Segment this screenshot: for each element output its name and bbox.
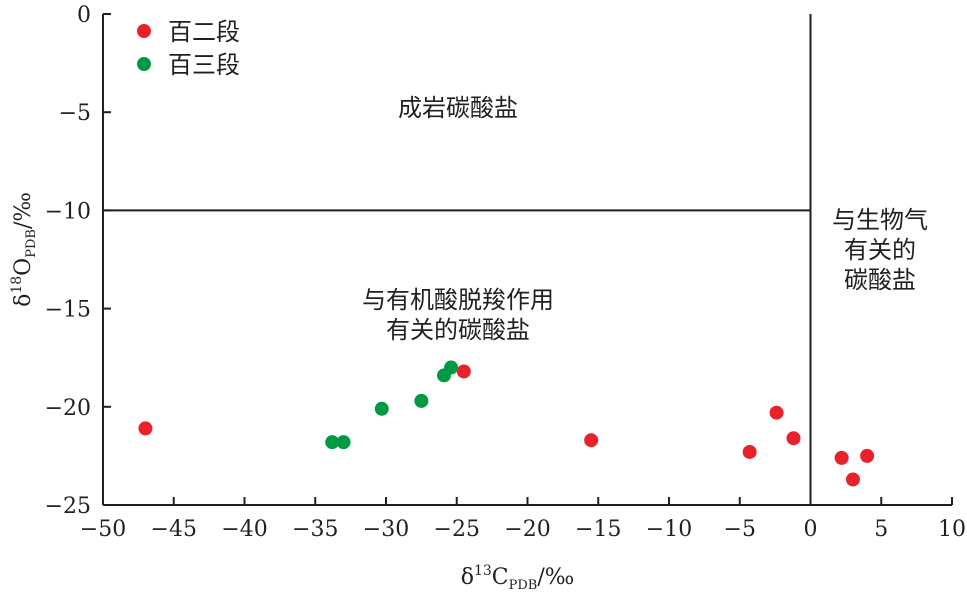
data-point-bai2 bbox=[138, 421, 153, 436]
legend-label: 百二段 bbox=[168, 18, 240, 46]
x-tick-label: −25 bbox=[434, 517, 480, 542]
x-axis-ticks: −50 −45 −40 −35 −30 −25 −20 −15 −10 −5 0 5 10 bbox=[80, 497, 966, 542]
x-tick-label: 10 bbox=[938, 517, 966, 542]
y-axis-title-sup: 18 bbox=[9, 276, 25, 294]
data-point-bai2 bbox=[786, 431, 801, 446]
y-tick-label: 0 bbox=[77, 3, 91, 28]
legend-marker bbox=[137, 24, 151, 38]
y-axis-title-sub: PDB bbox=[24, 229, 39, 258]
y-axis-ticks: 0 −5 −10 −15 −20 −25 bbox=[45, 3, 111, 519]
x-axis-title-sup: 13 bbox=[474, 563, 492, 579]
x-tick-label: −50 bbox=[80, 517, 126, 542]
y-tick-label: −15 bbox=[45, 298, 91, 323]
region-biogas-line: 碳酸盐 bbox=[844, 266, 916, 294]
region-biogas: 与生物气有关的碳酸盐 bbox=[832, 206, 928, 294]
legend-label: 百三段 bbox=[168, 51, 240, 79]
x-axis-title-unit: /‰ bbox=[537, 565, 574, 590]
x-tick-label: −30 bbox=[363, 517, 409, 542]
x-tick-label: −35 bbox=[292, 517, 338, 542]
data-point-bai2 bbox=[834, 450, 849, 465]
region-diagenetic-line: 成岩碳酸盐 bbox=[398, 94, 518, 122]
y-axis-title: δ18OPDB/‰ bbox=[9, 192, 39, 307]
data-point-bai3 bbox=[414, 393, 429, 408]
x-tick-label: −20 bbox=[504, 517, 550, 542]
data-point-bai2 bbox=[456, 364, 471, 379]
data-point-bai2 bbox=[845, 472, 860, 487]
region-organic-acid-line: 有关的碳酸盐 bbox=[386, 316, 530, 344]
data-point-bai3 bbox=[374, 401, 389, 416]
x-axis-title: δ13CPDB/‰ bbox=[461, 563, 575, 592]
x-tick-label: −45 bbox=[151, 517, 197, 542]
x-tick-label: −10 bbox=[646, 517, 692, 542]
data-point-bai3 bbox=[444, 360, 459, 375]
data-point-bai2 bbox=[584, 433, 599, 448]
data-points bbox=[138, 360, 875, 487]
data-point-bai3 bbox=[336, 435, 351, 450]
region-diagenetic: 成岩碳酸盐 bbox=[398, 94, 518, 122]
region-biogas-line: 与生物气 bbox=[832, 206, 928, 234]
x-tick-label: 0 bbox=[804, 517, 818, 542]
x-tick-label: −5 bbox=[724, 517, 756, 542]
y-axis-title-unit: /‰ bbox=[11, 192, 36, 229]
region-biogas-line: 有关的 bbox=[844, 236, 916, 264]
data-point-bai2 bbox=[742, 444, 757, 459]
data-point-bai2 bbox=[860, 448, 875, 463]
y-axis-title-base: O bbox=[11, 258, 36, 276]
plot-area bbox=[102, 14, 952, 506]
data-point-bai3 bbox=[325, 435, 340, 450]
y-tick-label: −25 bbox=[45, 494, 91, 519]
region-organic-acid: 与有机酸脱羧作用有关的碳酸盐 bbox=[362, 286, 554, 344]
region-organic-acid-line: 与有机酸脱羧作用 bbox=[362, 286, 554, 314]
x-axis-title-base: C bbox=[492, 565, 509, 590]
y-axis-title-delta: δ bbox=[11, 294, 36, 307]
x-tick-label: −15 bbox=[575, 517, 621, 542]
legend-marker bbox=[137, 57, 151, 71]
y-tick-label: −10 bbox=[45, 199, 91, 224]
x-tick-label: −40 bbox=[221, 517, 267, 542]
data-point-bai2 bbox=[769, 405, 784, 420]
x-axis-title-delta: δ bbox=[461, 565, 474, 590]
y-tick-label: −5 bbox=[59, 101, 91, 126]
x-axis-title-sub: PDB bbox=[509, 578, 538, 592]
x-tick-label: 5 bbox=[874, 517, 888, 542]
y-tick-label: −20 bbox=[45, 396, 91, 421]
